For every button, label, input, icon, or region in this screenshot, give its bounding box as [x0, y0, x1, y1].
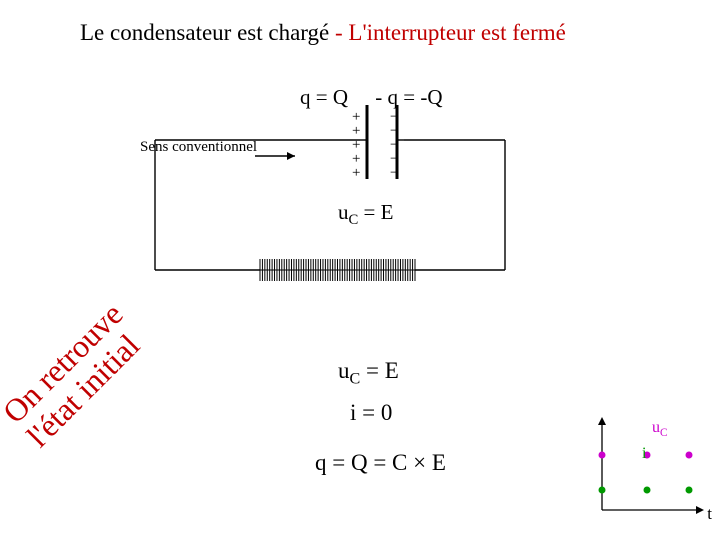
title-black: Le condensateur est chargé — [80, 20, 329, 45]
minigraph-uc-label: uC — [652, 419, 667, 439]
rotated-caption: On retrouve l'état initial — [0, 222, 228, 453]
title-red: - L'interrupteur est fermé — [329, 20, 566, 45]
equation-q-eq-Q-eq-CE: q = Q = C × E — [315, 450, 446, 476]
rotated-line1: On retrouve — [0, 222, 204, 430]
equation-uc-eq-E: uC = E — [338, 358, 399, 389]
mini-sine-graph: uC i t — [592, 415, 712, 530]
q-left-label: q = Q — [300, 85, 348, 109]
equation-uc-eq-E-top: uC = E — [338, 200, 393, 229]
q-right-label: - q = -Q — [375, 85, 442, 109]
equation-i-eq-0: i = 0 — [350, 400, 392, 426]
charge-labels: q = Q - q = -Q — [300, 85, 443, 110]
page-title: Le condensateur est chargé - L'interrupt… — [80, 20, 566, 46]
minigraph-i-label: i — [642, 445, 646, 463]
minigraph-t-label: t — [707, 504, 712, 524]
